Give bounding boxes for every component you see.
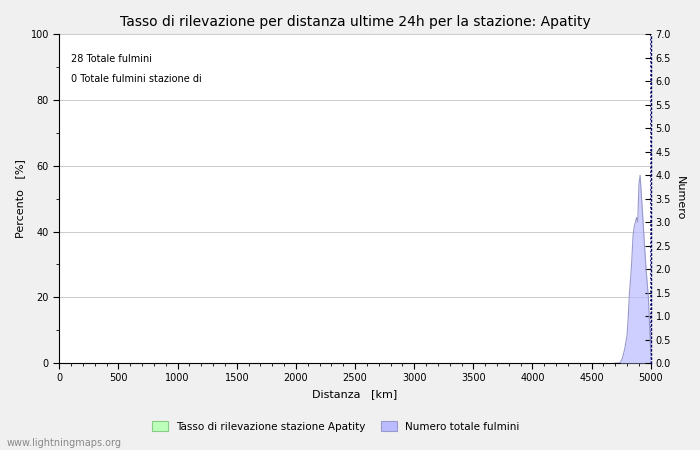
Text: www.lightningmaps.org: www.lightningmaps.org bbox=[7, 438, 122, 448]
Title: Tasso di rilevazione per distanza ultime 24h per la stazione: Apatity: Tasso di rilevazione per distanza ultime… bbox=[120, 15, 590, 29]
X-axis label: Distanza   [km]: Distanza [km] bbox=[312, 389, 398, 399]
Text: 28 Totale fulmini: 28 Totale fulmini bbox=[71, 54, 152, 64]
Y-axis label: Numero: Numero bbox=[675, 176, 685, 221]
Text: 0 Totale fulmini stazione di: 0 Totale fulmini stazione di bbox=[71, 74, 202, 84]
Y-axis label: Percento   [%]: Percento [%] bbox=[15, 159, 25, 238]
Legend: Tasso di rilevazione stazione Apatity, Numero totale fulmini: Tasso di rilevazione stazione Apatity, N… bbox=[148, 417, 524, 436]
